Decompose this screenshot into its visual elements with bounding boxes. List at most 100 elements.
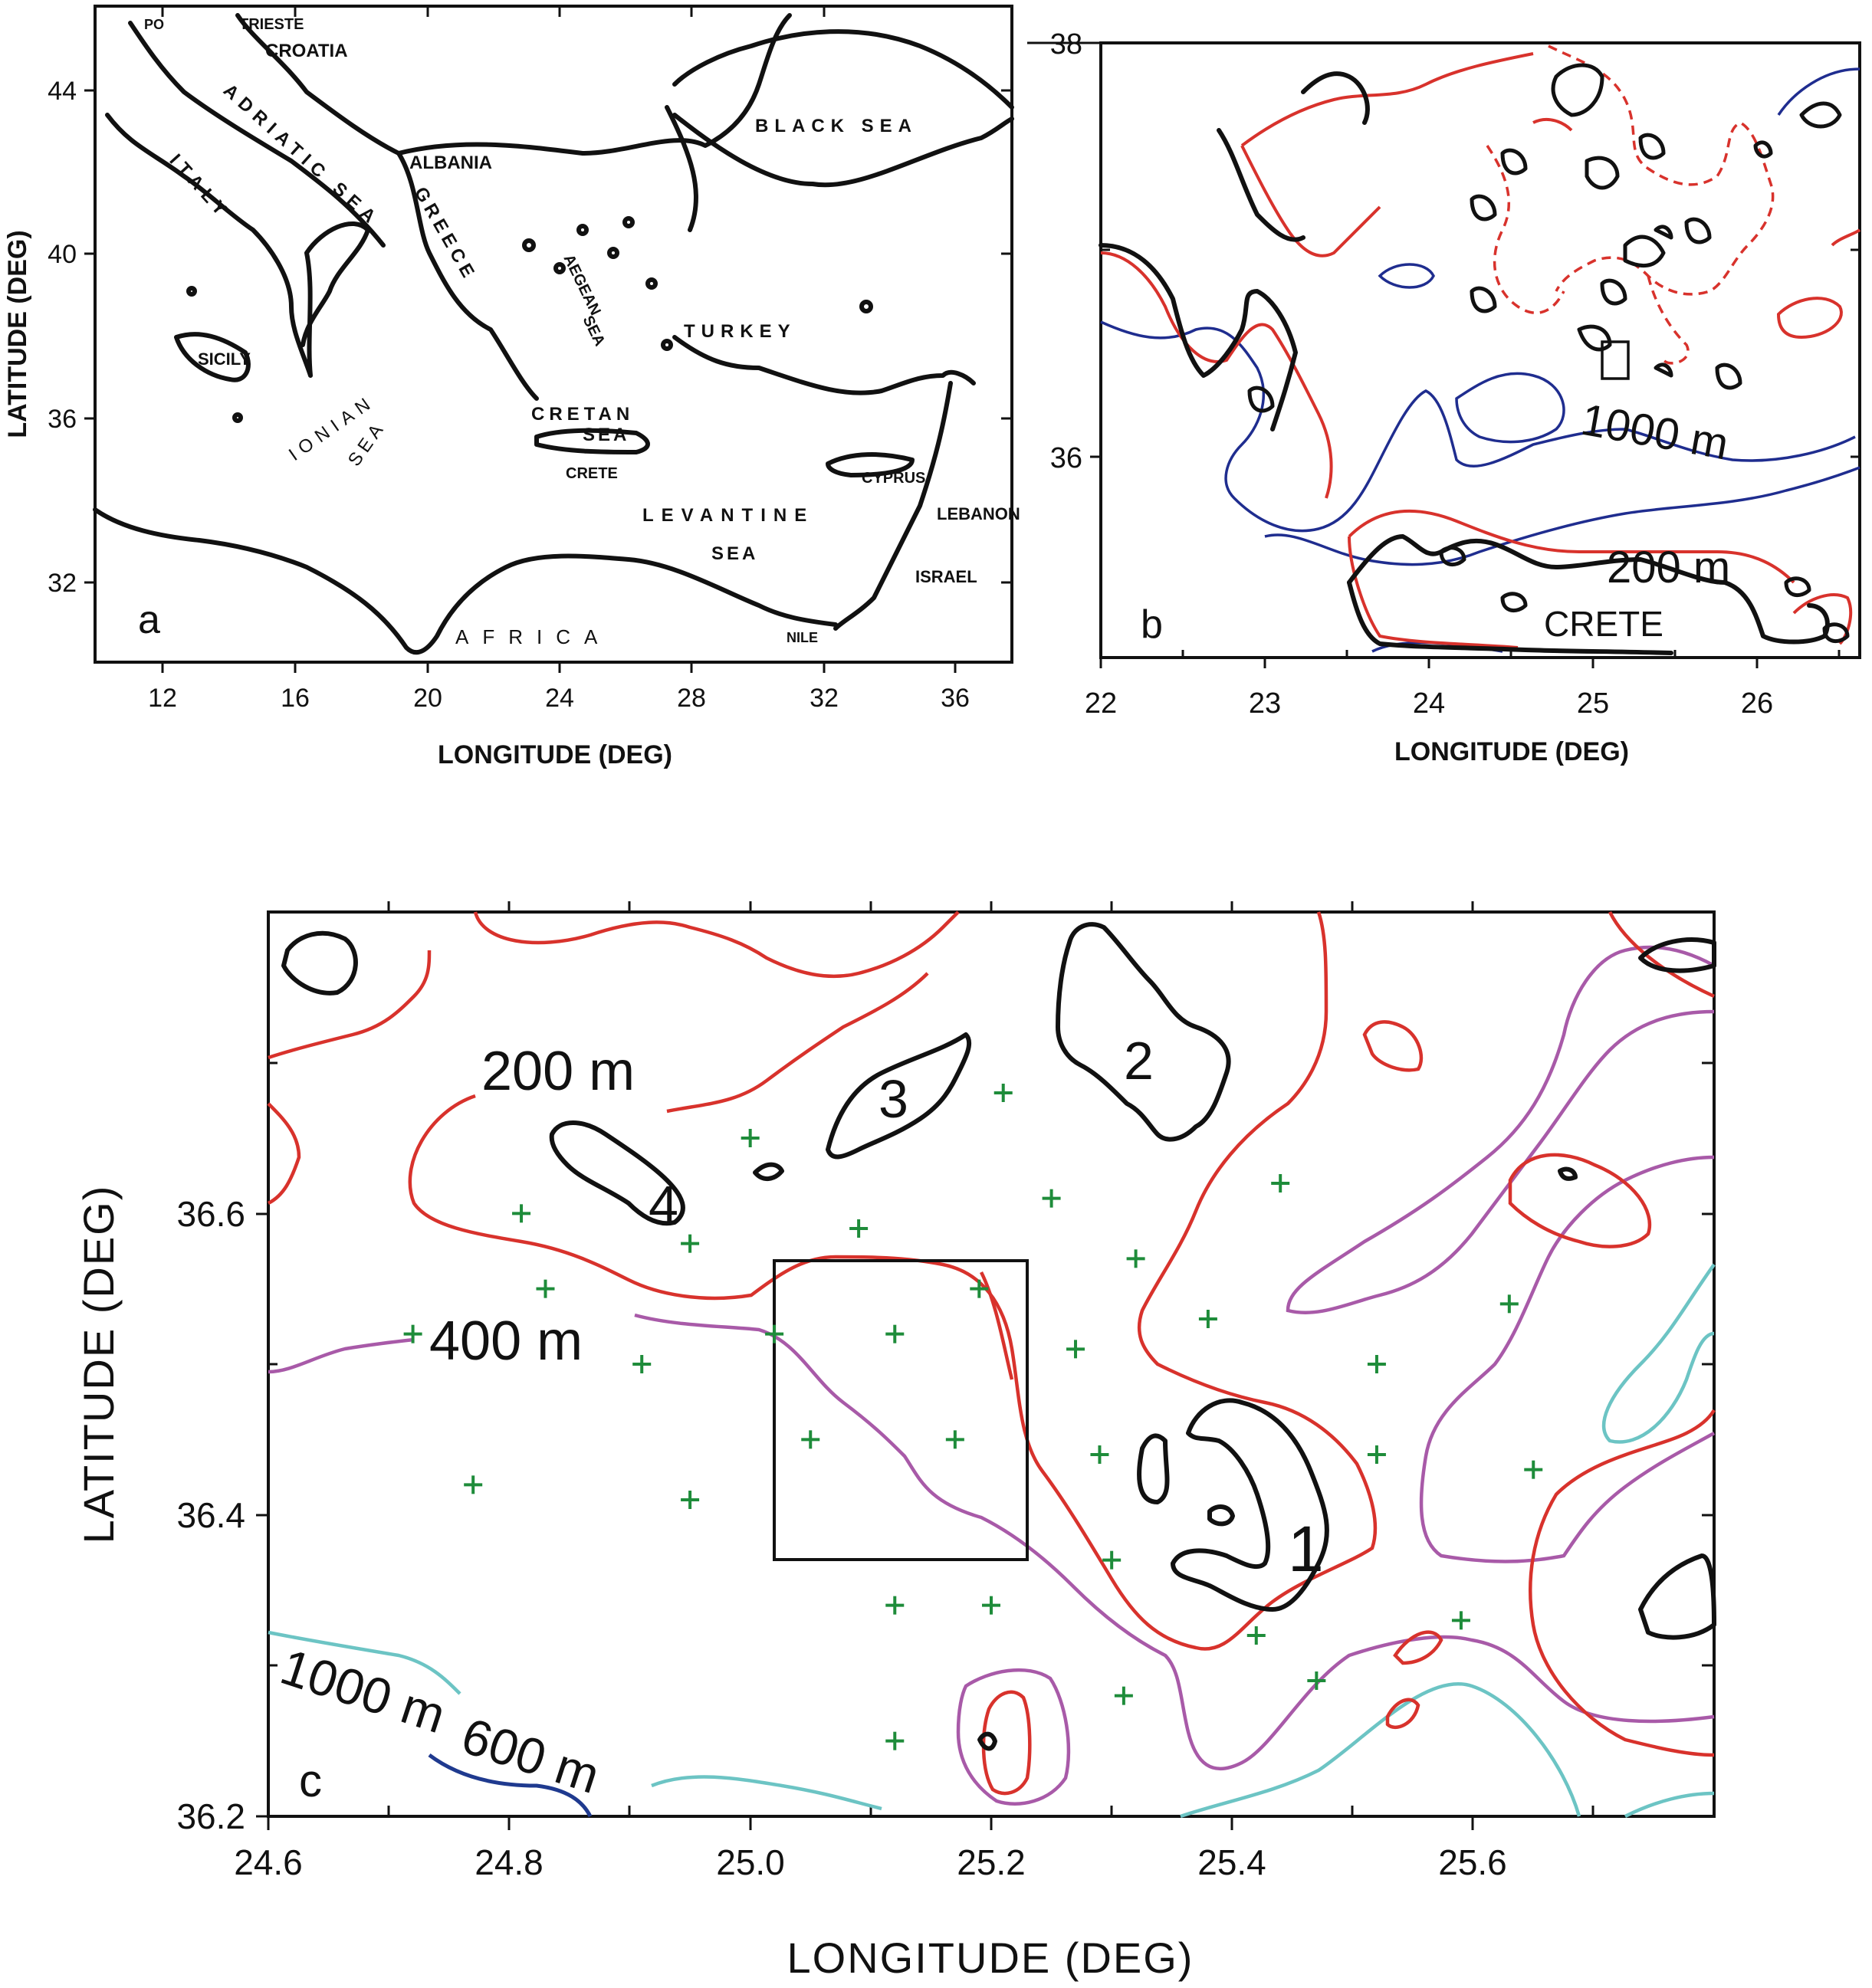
panel-c-y-ticks: [256, 1061, 1714, 1818]
panel-c-y-tick-labels: 36.6 36.4 36.2: [176, 1194, 245, 1836]
panel-b-x-tick-labels: 22 23 24 25 26: [1085, 687, 1773, 720]
station-marker: [464, 1475, 483, 1494]
svg-text:36: 36: [1050, 442, 1082, 474]
panel-b-200m-dashed-isobaths: [1486, 44, 1775, 365]
label-aegean-sea: SEA: [580, 313, 609, 349]
station-marker: [1271, 1174, 1290, 1192]
svg-text:25.4: 25.4: [1197, 1842, 1266, 1882]
svg-text:25.2: 25.2: [957, 1842, 1026, 1882]
panel-b-study-box: [1601, 340, 1630, 380]
panel-c-stations: [403, 1084, 1543, 1750]
label-po: PO: [144, 17, 164, 32]
station-marker: [885, 1324, 905, 1343]
panel-b-x-label: LONGITUDE (DEG): [1394, 737, 1629, 766]
island-label-1: 1: [1288, 1513, 1324, 1585]
panel-c-x-tick-labels: 24.6 24.8 25.0 25.2 25.4 25.6: [234, 1842, 1507, 1882]
label-400m: 400 m: [429, 1311, 583, 1372]
panel-b-200m-isobaths: [1100, 52, 1861, 649]
station-marker: [1367, 1355, 1386, 1373]
svg-text:20: 20: [413, 684, 442, 713]
station-marker: [1524, 1460, 1543, 1479]
panel-b-letter: b: [1141, 602, 1163, 647]
station-marker: [885, 1731, 905, 1750]
svg-text:22: 22: [1085, 687, 1117, 720]
panel-c-study-box: [773, 1259, 1029, 1561]
svg-text:44: 44: [48, 77, 77, 106]
panel-b-1000m-isobaths: [1100, 67, 1861, 653]
island-2: [1056, 922, 1231, 1142]
station-marker: [1042, 1189, 1061, 1208]
panel-c-islands: [281, 922, 1716, 1751]
station-marker: [1307, 1671, 1326, 1690]
panel-a-x-label: LONGITUDE (DEG): [438, 740, 672, 769]
panel-b-y-tick-labels: 38 36: [1050, 28, 1082, 474]
panel-b-y-ticks: [1090, 41, 1860, 458]
label-600m: 600 m: [455, 1707, 606, 1804]
islet-south: [977, 1731, 997, 1751]
label-croatia: CROATIA: [265, 41, 348, 61]
island-3: [826, 1032, 972, 1160]
panel-a-y-ticks: [84, 89, 1012, 584]
svg-text:36: 36: [941, 684, 970, 713]
panel-a-x-tick-labels: 12 16 20 24 28 32 36: [148, 684, 970, 713]
panel-a-place-labels: PO TRIESTE CROATIA ALBANIA BLACK SEA TUR…: [144, 16, 1020, 648]
label-cretan-sea: SEA: [583, 425, 629, 445]
svg-text:25.0: 25.0: [716, 1842, 785, 1882]
station-marker: [536, 1279, 555, 1298]
svg-text:36.2: 36.2: [176, 1796, 245, 1836]
panel-b: 1000 m 200 m CRETE b 22 23 24 25 26 38 3…: [1027, 28, 1861, 766]
station-marker: [970, 1279, 989, 1298]
panel-c-letter: c: [299, 1755, 322, 1806]
label-aegean: AEGEAN: [560, 252, 604, 319]
station-marker: [1451, 1611, 1470, 1630]
svg-text:36.6: 36.6: [176, 1194, 245, 1234]
island-1: [1171, 1398, 1329, 1612]
island-label-3: 3: [879, 1069, 908, 1129]
panel-a-letter: a: [138, 598, 160, 642]
label-cretan: CRETAN: [531, 404, 634, 425]
station-marker: [1246, 1626, 1266, 1645]
label-200m: 200 m: [481, 1041, 635, 1102]
svg-text:24: 24: [545, 684, 574, 713]
label-adriatic: ADRIATIC SEA: [219, 80, 384, 231]
station-marker: [1126, 1249, 1145, 1268]
panel-c-1000m-isobath: [428, 1753, 593, 1818]
panel-c-400m-isobaths: [268, 945, 1716, 1806]
panel-a-y-label: LATITUDE (DEG): [3, 230, 32, 438]
label-nile: NILE: [787, 630, 818, 645]
panel-b-label-crete: CRETE: [1544, 604, 1663, 644]
svg-text:23: 23: [1249, 687, 1281, 720]
panel-b-label-200m: 200 m: [1607, 543, 1730, 592]
island-top-left: [281, 930, 358, 996]
panel-c-200m-isobaths: [267, 910, 1716, 1796]
label-trieste: TRIESTE: [239, 16, 304, 33]
station-marker: [681, 1491, 700, 1509]
panel-c-x-label: LONGITUDE (DEG): [787, 1934, 1194, 1982]
station-marker: [1090, 1445, 1109, 1464]
svg-text:40: 40: [48, 240, 77, 269]
label-africa: AFRICA: [455, 625, 611, 648]
panel-a-x-ticks: [161, 6, 957, 673]
svg-text:24: 24: [1413, 687, 1445, 720]
svg-text:25.6: 25.6: [1438, 1842, 1507, 1882]
svg-text:12: 12: [148, 684, 177, 713]
svg-text:36: 36: [48, 405, 77, 434]
panel-b-frame: [1099, 41, 1861, 659]
island-label-2: 2: [1124, 1031, 1154, 1091]
svg-text:26: 26: [1741, 687, 1773, 720]
station-marker: [681, 1234, 700, 1253]
label-israel: ISRAEL: [915, 567, 977, 586]
label-turkey: TURKEY: [684, 321, 796, 342]
island-4: [549, 1120, 685, 1226]
panel-c-island-labels: 1 2 3 4: [649, 1031, 1324, 1585]
island-right-bottom: [1638, 1553, 1716, 1640]
panel-b-coastlines: [1099, 63, 1850, 655]
islet-small-3: [753, 1162, 784, 1181]
label-levantine-sea: SEA: [711, 543, 758, 564]
label-cyprus: CYPRUS: [862, 470, 925, 487]
station-marker: [982, 1596, 1000, 1615]
label-albania: ALBANIA: [409, 153, 492, 173]
svg-text:28: 28: [677, 684, 706, 713]
island-top-right: [1638, 937, 1716, 973]
